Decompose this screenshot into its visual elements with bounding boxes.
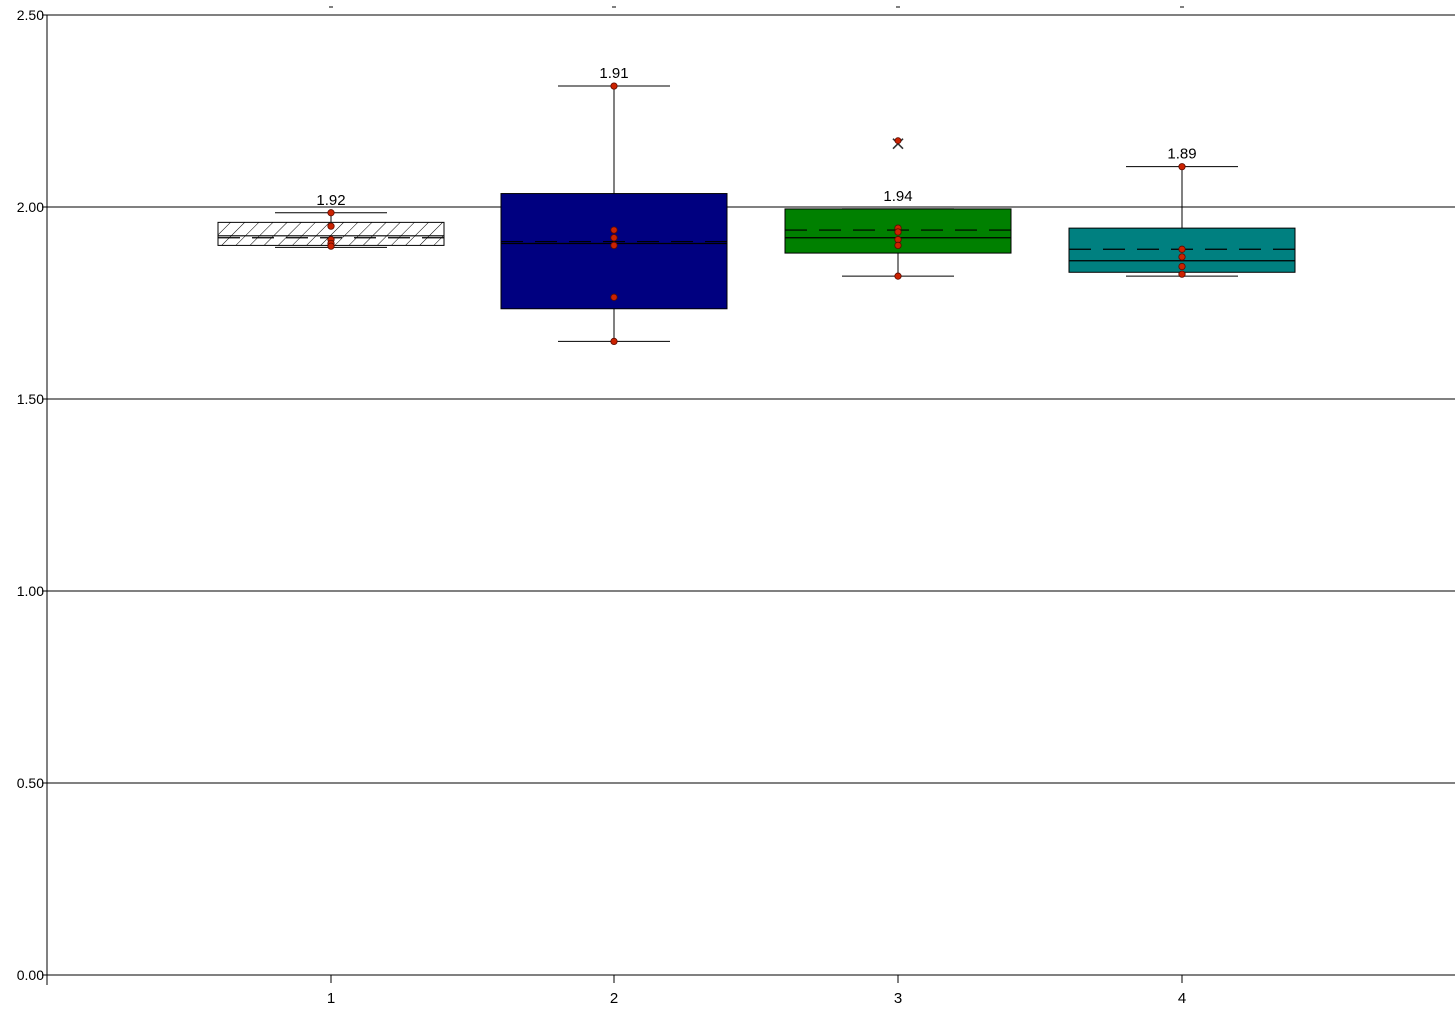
data-point (1178, 270, 1186, 278)
y-tick-label: 2.50 (17, 7, 44, 23)
outlier-point (894, 137, 902, 145)
data-point (1178, 245, 1186, 253)
box-group-2: 1.91 (500, 65, 728, 345)
mean-value-label: 1.92 (316, 192, 345, 209)
box-body (500, 193, 728, 310)
x-tick-label: 2 (610, 990, 618, 1007)
boxes-layer: 1.92 1.91 1.94 1.89 (217, 65, 1296, 345)
data-point (610, 337, 618, 345)
y-tick-label: 0.00 (17, 967, 44, 983)
data-point (894, 228, 902, 236)
mean-value-label: 1.94 (883, 188, 912, 205)
y-tick-label: 1.50 (17, 391, 44, 407)
data-point (610, 82, 618, 90)
grid-layer (47, 14, 1455, 784)
x-tick-label: 3 (894, 990, 902, 1007)
data-point (327, 242, 335, 250)
data-point (610, 226, 618, 234)
data-point (610, 241, 618, 249)
box-group-1: 1.92 (217, 192, 445, 250)
data-point (327, 222, 335, 230)
box-group-4: 1.89 (1068, 146, 1296, 278)
outlier-marker (892, 137, 904, 150)
data-point (610, 293, 618, 301)
mean-value-label: 1.91 (599, 65, 628, 82)
box-group-3: 1.94 (784, 137, 1012, 280)
x-tick-label: 4 (1178, 990, 1186, 1007)
data-point (1178, 262, 1186, 271)
y-tick-label: 2.00 (17, 199, 44, 215)
mean-value-label: 1.89 (1167, 146, 1196, 163)
data-point (610, 234, 618, 242)
data-point (1178, 163, 1186, 171)
y-tick-label: 1.00 (17, 583, 44, 599)
data-point (1178, 253, 1186, 261)
data-point (327, 209, 335, 217)
data-point (894, 272, 902, 280)
data-point (894, 241, 902, 249)
axes-layer: 0.00 0.50 1.00 1.50 2.00 2.50 1 2 3 4 (17, 6, 1455, 1007)
x-tick-label: 1 (327, 990, 335, 1007)
y-tick-label: 0.50 (17, 775, 44, 791)
